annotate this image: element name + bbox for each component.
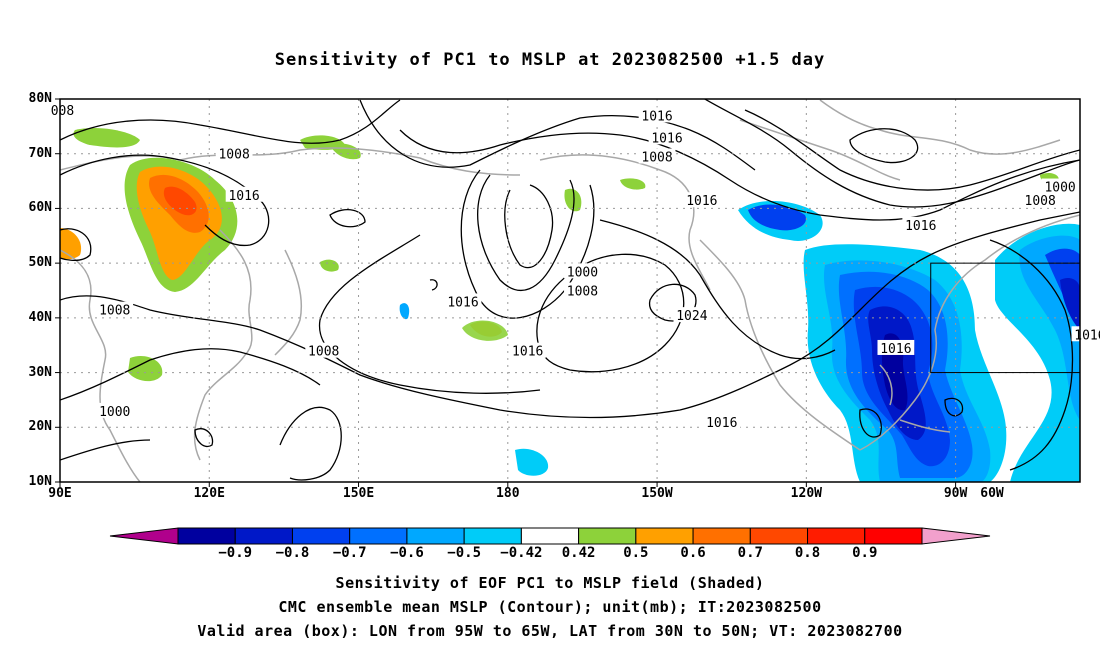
colorbar-label: 0.7 bbox=[737, 545, 763, 561]
map-title: Sensitivity of PC1 to MSLP at 2023082500… bbox=[274, 50, 826, 70]
lon-label: 180 bbox=[496, 486, 520, 501]
caption-valid-area: Valid area (box): LON from 95W to 65W, L… bbox=[197, 622, 903, 640]
contour-label-bg bbox=[509, 342, 547, 358]
caption-shaded: Sensitivity of EOF PC1 to MSLP field (Sh… bbox=[335, 574, 765, 592]
negative-sensitivity-shading bbox=[399, 200, 1080, 482]
lon-label: 120W bbox=[790, 486, 822, 501]
colorbar-low-triangle bbox=[109, 527, 179, 545]
colorbar-swatch bbox=[177, 527, 236, 545]
contour-label: 1016 bbox=[641, 109, 672, 124]
contour-label: 1016 bbox=[905, 219, 936, 234]
colorbar-swatch bbox=[406, 527, 465, 545]
lat-label: 70N bbox=[28, 145, 52, 161]
colorbar-swatch bbox=[692, 527, 751, 545]
contour-label-bg bbox=[673, 307, 711, 323]
contour-label-bg bbox=[902, 216, 940, 232]
colorbar-swatch bbox=[463, 527, 522, 545]
contour-label: 1008 bbox=[641, 150, 672, 165]
lat-label: 40N bbox=[28, 309, 52, 325]
contour-label: 1008 bbox=[308, 345, 339, 360]
lon-label: 60W bbox=[980, 486, 1004, 501]
contour-label: 1000 bbox=[1044, 181, 1075, 196]
contour-label-bg bbox=[648, 129, 686, 145]
contour-label-bg bbox=[225, 186, 263, 202]
contour-label-bg bbox=[683, 192, 721, 208]
contour-label: 1016 bbox=[228, 189, 259, 204]
contour-label-bg bbox=[638, 107, 676, 123]
contour-label: 1016 bbox=[512, 345, 543, 360]
colorbar-swatch bbox=[807, 527, 866, 545]
colorbar-label: −0.5 bbox=[447, 545, 481, 561]
contour-label-bg bbox=[96, 402, 134, 418]
colorbar-label: 0.42 bbox=[561, 545, 596, 561]
lat-label: 20N bbox=[28, 419, 52, 435]
map-frame bbox=[59, 98, 1081, 483]
colorbar-label: −0.7 bbox=[332, 545, 367, 561]
lat-label: 60N bbox=[28, 200, 52, 216]
contour-label-bg bbox=[1071, 326, 1100, 342]
contour-label-bg bbox=[703, 413, 741, 429]
lat-label: 30N bbox=[28, 364, 52, 380]
contour-label: 008 bbox=[51, 104, 74, 119]
colorbar-swatch bbox=[864, 527, 923, 545]
contour-label-bg bbox=[877, 339, 915, 355]
contour-label-bg bbox=[444, 293, 482, 309]
contour-label-bg bbox=[638, 148, 676, 164]
contour-label-bg bbox=[215, 145, 253, 161]
colorbar-label: 0.8 bbox=[794, 545, 821, 561]
contour-label-bg bbox=[96, 301, 134, 317]
contour-label: 1000 bbox=[567, 265, 598, 280]
contour-label-bg bbox=[48, 101, 77, 117]
contour-label: 1008 bbox=[1025, 194, 1056, 209]
contour-label-bg bbox=[564, 263, 601, 279]
coastlines bbox=[60, 99, 1080, 482]
colorbar-label: −0.42 bbox=[500, 545, 543, 561]
colorbar-label: −0.6 bbox=[390, 545, 424, 561]
lon-label: 150E bbox=[342, 486, 375, 501]
colorbar-label: 0.9 bbox=[852, 545, 878, 561]
colorbar-swatch bbox=[234, 527, 293, 545]
lat-label: 10N bbox=[28, 474, 52, 489]
colorbar-label: −0.9 bbox=[218, 545, 253, 561]
colorbar-swatch bbox=[520, 527, 580, 545]
contour-label: 1016 bbox=[686, 194, 717, 209]
contour-label: 1008 bbox=[99, 304, 130, 319]
lon-label: 90E bbox=[48, 486, 72, 501]
colorbar-label: 0.5 bbox=[623, 545, 649, 561]
lat-label: 80N bbox=[28, 91, 52, 106]
lat-label: 50N bbox=[28, 255, 52, 271]
contour-label-bg bbox=[564, 282, 601, 298]
colorbar-swatch bbox=[291, 527, 351, 545]
colorbar-swatch bbox=[349, 527, 408, 545]
colorbar-swatch bbox=[635, 527, 694, 545]
contour-label: 1016 bbox=[880, 342, 911, 357]
contour-label: 1016 bbox=[1074, 328, 1100, 343]
colorbar-label: −0.8 bbox=[275, 545, 310, 561]
contour-label: 1008 bbox=[218, 148, 249, 163]
colorbar-swatch bbox=[578, 527, 637, 545]
caption-contour: CMC ensemble mean MSLP (Contour); unit(m… bbox=[278, 598, 822, 616]
contour-label: 1016 bbox=[706, 416, 737, 431]
axis-ticks bbox=[55, 98, 957, 487]
lon-label: 90W bbox=[943, 486, 968, 501]
contour-label-bg bbox=[1041, 178, 1079, 194]
contour-label: 1016 bbox=[447, 295, 478, 310]
contour-label-bg bbox=[305, 342, 343, 358]
colorbar bbox=[109, 527, 991, 545]
lon-label: 150W bbox=[641, 486, 673, 501]
colorbar-high-triangle bbox=[921, 527, 991, 545]
contour-label: 1008 bbox=[567, 285, 598, 300]
contour-label-bg bbox=[1021, 192, 1059, 208]
lon-label: 120E bbox=[193, 486, 225, 501]
colorbar-label: 0.6 bbox=[680, 545, 706, 561]
contour-label: 1024 bbox=[676, 309, 707, 324]
contour-label: 1016 bbox=[651, 131, 682, 146]
colorbar-swatch bbox=[749, 527, 809, 545]
contour-label: 1000 bbox=[99, 405, 130, 420]
